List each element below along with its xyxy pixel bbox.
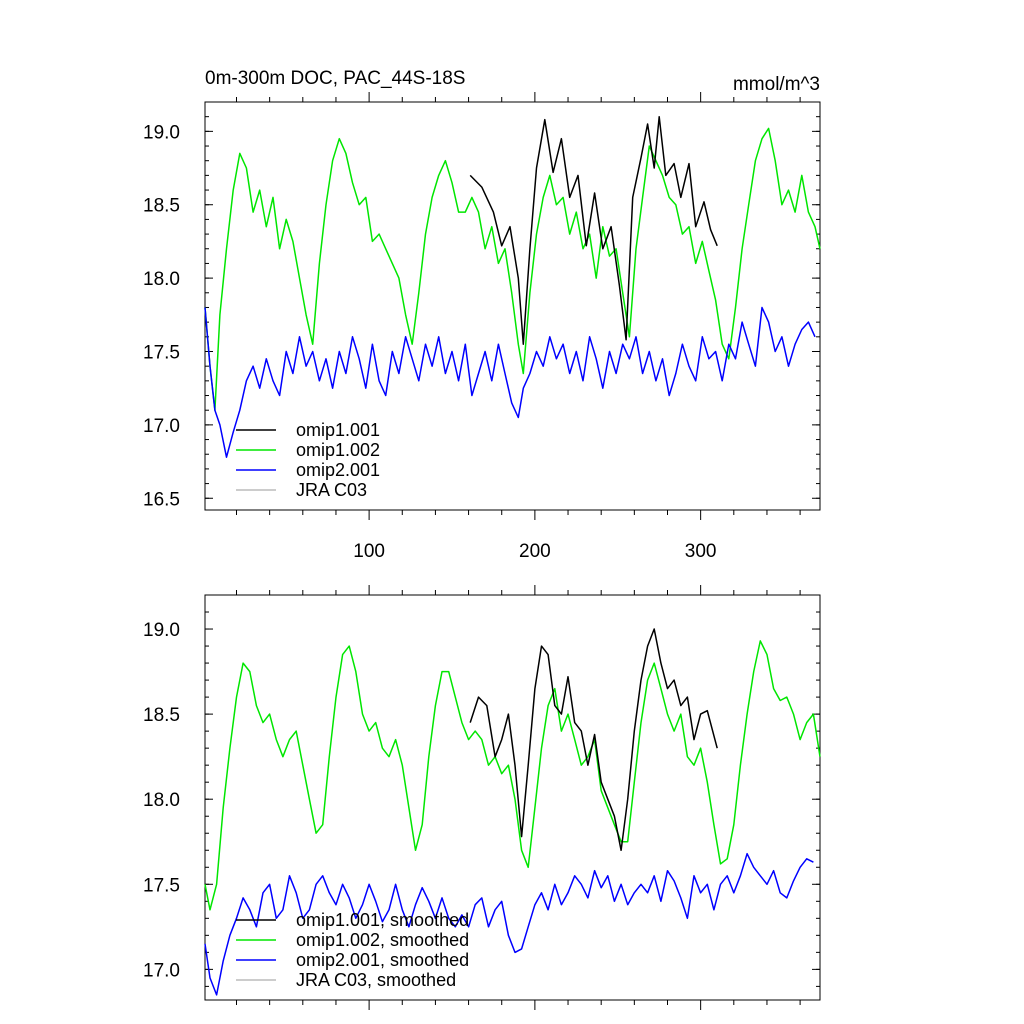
top-series-line-0 <box>469 115 718 345</box>
bottom-legend-label: JRA C03, smoothed <box>296 970 456 990</box>
top-chart-units: mmol/m^3 <box>733 74 820 95</box>
top-x-tick-label: 200 <box>519 541 551 562</box>
top-chart-title: 0m-300m DOC, PAC_44S-18S <box>205 68 465 89</box>
bottom-y-tick-label: 18.5 <box>143 705 180 726</box>
top-legend-label: omip1.001 <box>296 420 380 440</box>
top-plot-area: 16.5 17.0 17.5 18.0 18.5 19.0 100 200 300 omip1.0… <box>143 92 821 562</box>
top-x-tick-label: 300 <box>685 541 717 562</box>
bottom-legend-label: omip1.002, smoothed <box>296 930 469 950</box>
top-panel: 0m-300m DOC, PAC_44S-18S mmol/m^3 16.5 17… <box>143 68 821 562</box>
bottom-series-line-1 <box>204 640 821 911</box>
top-series-line-2 <box>204 306 816 458</box>
bottom-y-tick-label: 17.0 <box>143 960 180 981</box>
top-legend-label: omip1.002 <box>296 440 380 460</box>
top-y-tick-label: 18.5 <box>143 196 180 217</box>
top-y-tick-label: 17.5 <box>143 342 180 363</box>
top-y-tick-label: 18.0 <box>143 269 180 290</box>
top-x-tick-label: 100 <box>353 541 385 562</box>
top-series-line-1 <box>204 127 821 411</box>
bottom-y-tick-label: 19.0 <box>143 620 180 641</box>
bottom-plot-frame <box>204 594 821 1001</box>
top-legend-label: JRA C03 <box>296 480 367 500</box>
top-y-tick-label: 17.0 <box>143 416 180 437</box>
top-plot-frame <box>204 101 821 511</box>
bottom-legend-label: omip1.001, smoothed <box>296 910 469 930</box>
top-y-tick-label: 16.5 <box>143 489 180 510</box>
bottom-legend-label: omip2.001, smoothed <box>296 950 469 970</box>
top-legend-label: omip2.001 <box>296 460 380 480</box>
bottom-series-line-2 <box>204 852 814 996</box>
bottom-y-tick-label: 17.5 <box>143 875 180 896</box>
bottom-y-tick-label: 18.0 <box>143 790 180 811</box>
top-y-tick-label: 19.0 <box>143 122 180 143</box>
bottom-series-line-0 <box>469 628 718 852</box>
